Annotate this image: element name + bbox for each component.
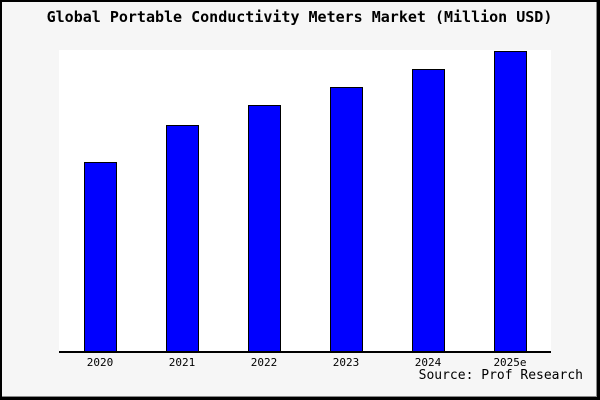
chart-title: Global Portable Conductivity Meters Mark… [46, 8, 553, 26]
bar-2023 [329, 87, 363, 352]
bar-2020 [83, 162, 117, 352]
plot-area [59, 50, 551, 353]
x-axis-labels: 2020 2021 2022 2023 2024 2025e [59, 356, 551, 370]
bar-2025e [493, 51, 527, 352]
bar-2024 [411, 69, 445, 352]
x-axis-line [59, 351, 551, 353]
bar-2021 [165, 125, 199, 352]
x-tick-label-2025e: 2025e [493, 356, 527, 369]
x-tick-label-2022: 2022 [250, 356, 278, 369]
x-tick-label-2024: 2024 [414, 356, 442, 369]
x-tick-label-2021: 2021 [168, 356, 196, 369]
x-tick-label-2020: 2020 [86, 356, 114, 369]
source-credit: Source: Prof Research [418, 368, 583, 383]
x-tick-label-2023: 2023 [332, 356, 360, 369]
bar-2022 [247, 105, 281, 352]
